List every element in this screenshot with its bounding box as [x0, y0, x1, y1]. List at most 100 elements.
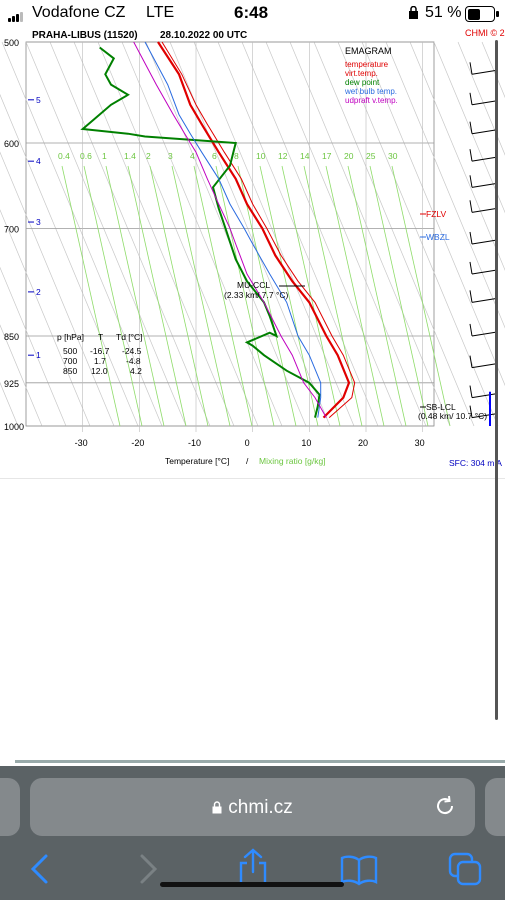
signal-strength-icon	[8, 9, 24, 27]
mixing-ratio-line	[83, 165, 143, 427]
mixing-ratio-label: 8	[234, 151, 239, 161]
legend-temperature: temperature	[345, 60, 389, 69]
fzlv-label: FZLV	[426, 209, 446, 219]
mixing-ratio-label: 30	[388, 151, 398, 161]
dry-adiabat-line	[457, 41, 505, 156]
horizontal-scroll-indicator[interactable]	[15, 760, 505, 763]
credit-label: CHMI © 2	[465, 28, 505, 38]
url-text: chmi.cz	[228, 797, 293, 818]
temperature-tick-label: -10	[188, 438, 201, 448]
wind-barb	[471, 331, 498, 337]
mixing-ratio-label: 14	[300, 151, 310, 161]
sounding-table: p [hPa] T Td [°C] 500 -16.7 -24.5 700 1.…	[57, 332, 143, 376]
clock: 6:48	[234, 3, 269, 22]
table-cell: 1.7	[94, 356, 106, 366]
temperature-tick-label: 20	[358, 438, 368, 448]
dry-adiabat-line	[241, 41, 403, 427]
url-display[interactable]: chmi.cz	[30, 797, 475, 820]
dry-adiabat-line	[265, 41, 427, 427]
mixing-ratio-line	[149, 165, 209, 427]
pressure-tick-label: 600	[4, 139, 19, 149]
mixing-ratio-label: 12	[278, 151, 288, 161]
status-bar: Vodafone CZ LTE 6:48 51 %	[0, 0, 505, 28]
dry-adiabat-line	[0, 266, 67, 427]
temperature-tick-label: -30	[75, 438, 88, 448]
bookmarks-icon[interactable]	[340, 854, 378, 891]
table-cell: 12.0	[91, 366, 108, 376]
wind-barb	[469, 62, 473, 75]
mixing-ratio-label: 17	[322, 151, 332, 161]
wind-barb	[471, 207, 498, 213]
dry-adiabat-line	[193, 41, 355, 427]
table-cell: 850	[63, 366, 77, 376]
table-cell: -24.5	[122, 346, 142, 356]
forward-icon[interactable]	[136, 852, 160, 891]
mixing-ratio-line	[193, 165, 253, 427]
previous-tab-peek[interactable]	[0, 778, 20, 836]
home-indicator[interactable]	[160, 882, 344, 887]
height-tick-label: 1	[36, 350, 41, 360]
lock-icon	[212, 798, 222, 820]
vertical-scroll-indicator[interactable]	[495, 40, 498, 720]
dry-adiabat-line	[409, 41, 505, 271]
mixing-ratio-line	[61, 165, 121, 427]
mixing-ratio-line	[237, 165, 297, 427]
dry-adiabat-line	[25, 41, 187, 427]
chart-date: 28.10.2022 00 UTC	[160, 30, 247, 41]
wind-barb	[471, 69, 498, 75]
wind-barb	[469, 355, 473, 368]
dry-adiabat-line	[73, 41, 235, 427]
temperature-tick-label: 0	[245, 438, 250, 448]
mixing-ratio-axis-label: Mixing ratio [g/kg]	[259, 456, 326, 466]
wind-barb	[469, 121, 473, 134]
sfc-label: SFC: 304 m A	[449, 458, 502, 468]
wind-barb	[471, 129, 498, 135]
back-icon[interactable]	[28, 852, 52, 891]
dry-adiabat-line	[121, 41, 283, 427]
pressure-tick-label: 925	[4, 379, 19, 389]
legend-wet-bulb: wet bulb temp.	[344, 87, 397, 96]
dry-adiabat-line	[0, 324, 43, 427]
tabs-icon[interactable]	[448, 852, 484, 891]
mixing-ratio-label: 0.4	[58, 151, 70, 161]
dry-adiabat-line	[289, 41, 451, 427]
emagram-svg: PRAHA-LIBUS (11520) 28.10.2022 00 UTC CH…	[0, 28, 505, 468]
wind-barb	[469, 261, 473, 275]
mixing-ratio-label: 4	[190, 151, 195, 161]
reload-icon[interactable]	[434, 795, 456, 822]
mu-lcl-label: MU-CCL	[237, 280, 270, 290]
dry-adiabat-line	[0, 151, 115, 427]
mixing-ratio-line	[127, 165, 187, 427]
mixing-ratio-line	[105, 165, 165, 427]
legend: EMAGRAM temperature virt.temp. dew point…	[344, 46, 398, 105]
dry-adiabat-line	[217, 41, 379, 427]
temperature-tick-label: 10	[301, 438, 311, 448]
dry-adiabat-line	[385, 41, 505, 329]
wind-barb	[471, 239, 498, 245]
dry-adiabat-line	[0, 209, 91, 427]
address-bar[interactable]: chmi.cz	[30, 778, 475, 836]
wind-barb	[471, 269, 498, 275]
wind-barb	[471, 393, 498, 399]
wind-barb	[469, 92, 473, 105]
table-header-td: Td [°C]	[116, 332, 143, 342]
next-tab-peek[interactable]	[485, 778, 505, 836]
dry-adiabat-line	[145, 41, 307, 427]
wind-barb	[469, 175, 473, 188]
mixing-ratio-line	[347, 165, 407, 427]
mu-lcl-value: (2.33 km/ 7.7 °C)	[224, 290, 289, 300]
mixing-ratio-label: 1.4	[124, 151, 136, 161]
battery-percent: 51 %	[425, 4, 462, 21]
table-cell: 700	[63, 356, 77, 366]
network-label: LTE	[146, 4, 175, 21]
wind-barb	[471, 297, 498, 303]
temperature-tick-label: -20	[131, 438, 144, 448]
wind-barb	[471, 100, 498, 106]
temperature-tick-label: 30	[415, 438, 425, 448]
wind-barb	[469, 405, 473, 418]
mixing-ratio-label: 25	[366, 151, 376, 161]
series-line-udpraft-v-temp-	[133, 41, 327, 418]
series-line-temperature	[157, 41, 351, 419]
legend-updraft: udpraft v.temp.	[345, 96, 398, 105]
dry-adiabat-line	[433, 41, 505, 214]
